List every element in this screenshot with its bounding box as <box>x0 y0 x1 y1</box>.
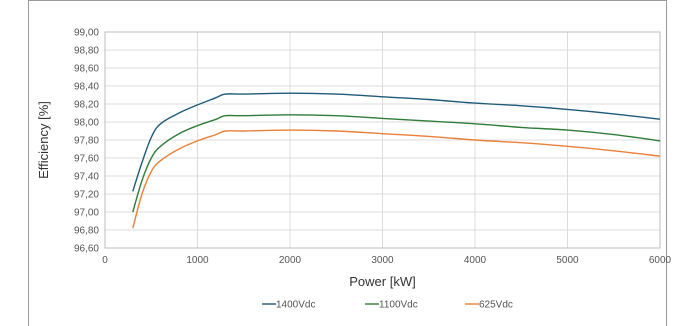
legend: 1400Vdc 1100Vdc 625Vdc <box>262 300 513 311</box>
y-tick-label: 97,40 <box>74 172 99 183</box>
series-lines <box>132 92 661 229</box>
y-tick-label: 97,20 <box>74 190 99 201</box>
y-tick-labels: 96,60 96,80 97,00 97,20 97,40 97,60 97,80 98,00… <box>74 28 99 255</box>
x-tick-label: 3000 <box>371 255 394 266</box>
x-tick-label: 5000 <box>556 255 579 266</box>
series-line-1400Vdc <box>132 92 661 192</box>
y-tick-label: 98,40 <box>74 82 99 93</box>
series-line-625Vdc <box>132 129 661 229</box>
y-tick-label: 98,80 <box>74 46 99 57</box>
y-tick-label: 98,20 <box>74 100 99 111</box>
legend-label: 1400Vdc <box>276 300 315 311</box>
y-tick-label: 96,60 <box>74 244 99 255</box>
x-tick-label: 4000 <box>464 255 487 266</box>
y-axis-title: Efficiency [%] <box>36 101 51 179</box>
y-tick-label: 97,80 <box>74 136 99 147</box>
x-tick-label: 6000 <box>649 255 672 266</box>
legend-label: 625Vdc <box>479 300 513 311</box>
y-tick-label: 97,60 <box>74 154 99 165</box>
chart-frame <box>28 0 667 326</box>
grid <box>104 31 661 249</box>
x-tick-labels: 0 1000 2000 3000 4000 5000 6000 <box>102 255 671 266</box>
y-tick-label: 97,00 <box>74 208 99 219</box>
x-tick-label: 2000 <box>279 255 302 266</box>
series-line-1100Vdc <box>132 114 661 213</box>
plot-border <box>104 31 661 249</box>
y-tick-label: 98,00 <box>74 118 99 129</box>
x-axis-title: Power [kW] <box>349 274 415 289</box>
x-tick-label: 1000 <box>186 255 209 266</box>
y-tick-label: 96,80 <box>74 226 99 237</box>
x-tick-label: 0 <box>102 255 108 266</box>
legend-label: 1100Vdc <box>379 300 418 311</box>
y-tick-label: 98,60 <box>74 64 99 75</box>
y-tick-label: 99,00 <box>74 28 99 39</box>
